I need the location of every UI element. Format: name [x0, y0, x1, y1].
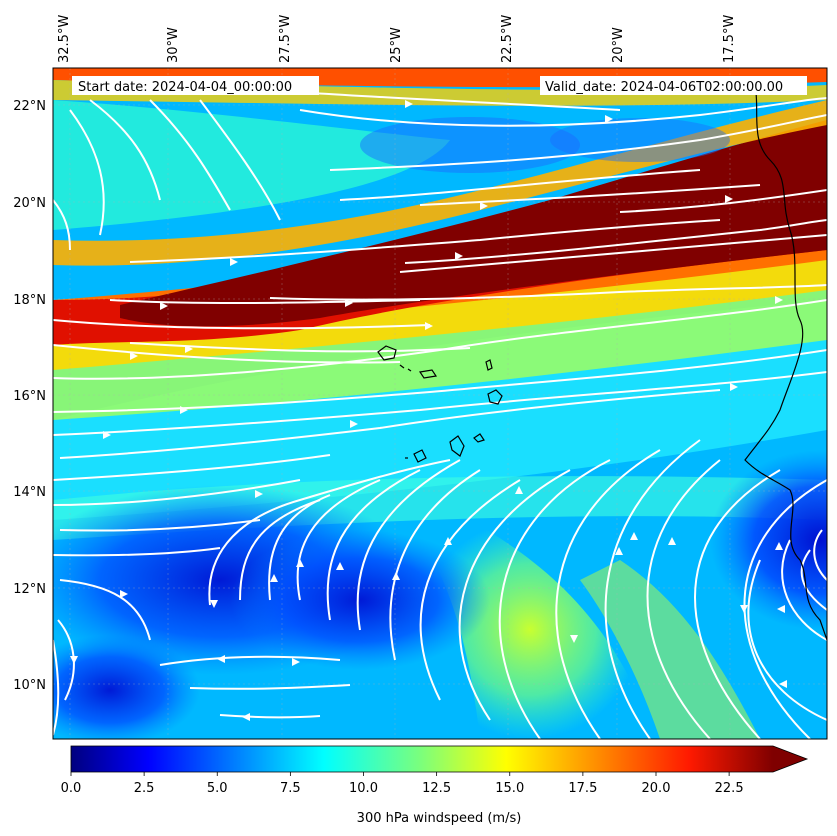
latitude-ticks: 22°N 20°N 18°N 16°N 14°N 12°N 10°N: [13, 99, 46, 693]
lon-tick-32.5W: 32.5°W: [57, 15, 72, 63]
colorbar-ticks: 0.0 2.5 5.0 7.5 10.0 12.5 15.0 17.5 20.0 22.5: [61, 772, 744, 796]
colorbar-tick-label: 15.0: [495, 781, 524, 796]
start-date-label: Start date: 2024-04-04_00:00:00: [78, 80, 292, 95]
streamlines: [53, 79, 827, 739]
lat-tick-22N: 22°N: [13, 99, 46, 114]
colorbar-label: 300 hPa windspeed (m/s): [357, 811, 522, 826]
colorbar: 0.0 2.5 5.0 7.5 10.0 12.5 15.0 17.5 20.0 22.5 300…: [61, 745, 809, 826]
streamline-arrows: [70, 100, 787, 721]
colorbar-tick-label: 2.5: [134, 781, 155, 796]
colorbar-tick-label: 17.5: [568, 781, 597, 796]
lon-tick-17.5W: 17.5°W: [722, 15, 737, 63]
date-labels: Start date: 2024-04-04_00:00:00 Valid_da…: [72, 76, 807, 95]
lon-tick-20W: 20°W: [611, 27, 626, 63]
map-frame: [52, 67, 828, 740]
colorbar-tick-label: 22.5: [715, 781, 744, 796]
valid-date-label: Valid_date: 2024-04-06T02:00:00.00: [545, 80, 783, 95]
lon-tick-25W: 25°W: [389, 27, 404, 63]
colorbar-tick-label: 10.0: [349, 781, 378, 796]
lat-tick-10N: 10°N: [13, 678, 46, 693]
colorbar-tick-label: 12.5: [422, 781, 451, 796]
lat-tick-16N: 16°N: [13, 389, 46, 404]
lat-tick-14N: 14°N: [13, 485, 46, 500]
lat-tick-18N: 18°N: [13, 293, 46, 308]
coastlines: [377, 84, 827, 641]
colorbar-tick-label: 7.5: [280, 781, 301, 796]
colorbar-tick-label: 20.0: [642, 781, 671, 796]
lon-tick-30W: 30°W: [166, 27, 181, 63]
colorbar-gradient: [71, 746, 773, 772]
lon-tick-27.5W: 27.5°W: [278, 15, 293, 63]
lat-tick-20N: 20°N: [13, 196, 46, 211]
longitude-ticks: 32.5°W 30°W 27.5°W 25°W 22.5°W 20°W 17.5…: [57, 15, 737, 63]
colorbar-tick-label: 5.0: [207, 781, 228, 796]
lat-tick-12N: 12°N: [13, 582, 46, 597]
colorbar-extend-arrow: [773, 746, 807, 772]
colorbar-tick-label: 0.0: [61, 781, 82, 796]
windspeed-field: [53, 68, 827, 739]
lon-tick-22.5W: 22.5°W: [500, 15, 515, 63]
